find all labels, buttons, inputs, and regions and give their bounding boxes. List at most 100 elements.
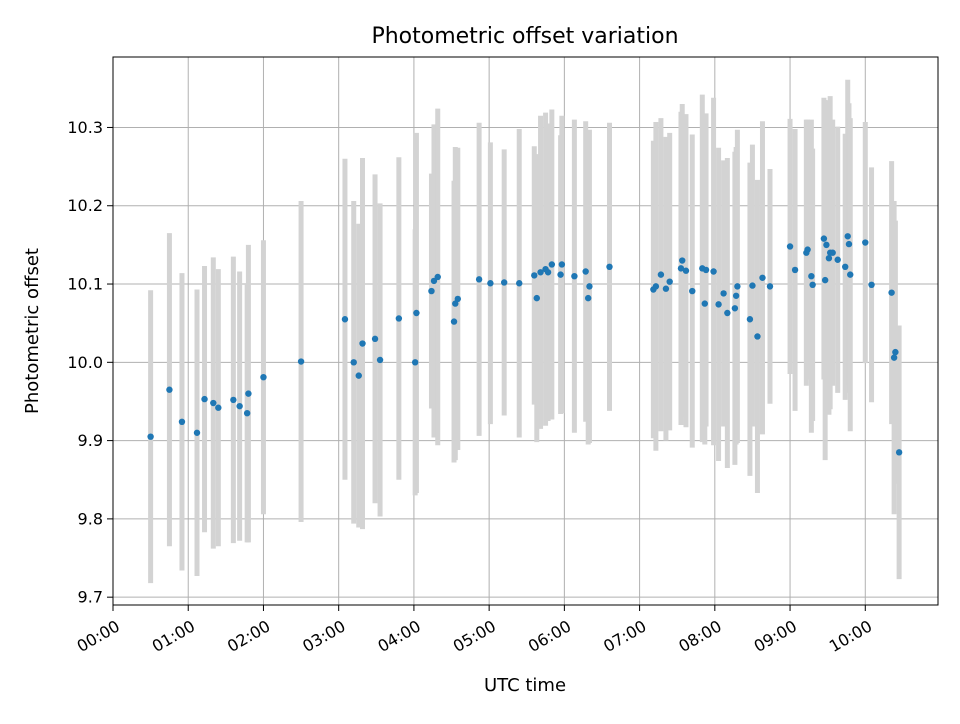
data-point xyxy=(355,372,362,379)
data-point xyxy=(260,373,267,381)
data-point xyxy=(710,268,717,275)
data-point xyxy=(820,235,828,242)
data-point xyxy=(584,294,592,302)
data-point xyxy=(821,276,829,284)
data-point xyxy=(500,279,508,286)
data-point xyxy=(428,287,435,295)
data-point xyxy=(537,269,544,276)
data-point xyxy=(215,404,222,411)
data-point xyxy=(823,241,830,249)
data-point xyxy=(411,359,419,366)
data-point xyxy=(791,266,799,274)
data-point xyxy=(571,273,578,280)
data-point xyxy=(862,239,869,246)
y-axis-label: Photometric offset xyxy=(22,248,43,414)
data-point xyxy=(557,271,564,278)
data-point xyxy=(243,410,251,417)
data-point xyxy=(720,290,727,297)
y-tick-label: 9.8 xyxy=(78,509,103,528)
data-point xyxy=(359,340,366,347)
data-point xyxy=(679,257,686,264)
x-axis-label: UTC time xyxy=(484,675,566,696)
data-point xyxy=(371,335,379,343)
data-point xyxy=(746,316,754,323)
data-point xyxy=(731,305,739,312)
data-point xyxy=(809,281,816,289)
data-point xyxy=(702,266,710,274)
data-point xyxy=(834,256,841,263)
data-point xyxy=(516,280,523,287)
y-tick-label: 10.1 xyxy=(67,275,103,294)
y-tick-label: 10.0 xyxy=(67,353,103,372)
data-point xyxy=(586,283,593,290)
data-point xyxy=(677,265,685,272)
data-point xyxy=(210,399,217,407)
data-point xyxy=(666,278,673,285)
data-point xyxy=(544,269,552,276)
data-point xyxy=(548,261,556,268)
data-point xyxy=(193,429,201,436)
data-point xyxy=(868,281,875,289)
data-point xyxy=(230,396,237,404)
data-point xyxy=(413,309,420,317)
data-point xyxy=(487,280,494,287)
data-point xyxy=(847,271,854,278)
data-point xyxy=(844,233,851,240)
data-point xyxy=(888,289,895,296)
data-point xyxy=(245,390,252,397)
data-point xyxy=(895,449,903,456)
data-point xyxy=(341,316,349,323)
data-point xyxy=(533,294,540,302)
y-tick-label: 10.3 xyxy=(67,118,103,137)
data-point xyxy=(652,283,660,290)
data-point xyxy=(582,268,589,275)
data-point xyxy=(701,300,708,307)
data-point xyxy=(715,301,722,308)
data-point xyxy=(376,356,384,364)
y-tick-label: 10.2 xyxy=(67,196,103,215)
data-point xyxy=(657,271,665,278)
data-point xyxy=(766,283,774,290)
data-point xyxy=(842,263,849,271)
data-point xyxy=(754,333,761,340)
data-point xyxy=(395,315,403,322)
data-point xyxy=(724,309,731,317)
data-point xyxy=(434,273,441,281)
data-point xyxy=(682,267,690,274)
data-point xyxy=(178,418,186,426)
data-point xyxy=(450,318,458,325)
data-point xyxy=(558,261,566,268)
data-point xyxy=(734,283,741,290)
data-point xyxy=(166,386,173,393)
data-point xyxy=(147,433,154,440)
data-point xyxy=(786,243,794,250)
data-point xyxy=(452,300,459,307)
data-point xyxy=(749,282,756,289)
data-point xyxy=(759,274,766,281)
data-points xyxy=(147,233,903,456)
data-point xyxy=(350,359,357,366)
data-point xyxy=(804,246,811,253)
data-point xyxy=(662,285,670,292)
chart-title: Photometric offset variation xyxy=(371,24,678,49)
data-point xyxy=(689,287,696,295)
data-point xyxy=(825,254,833,262)
data-point xyxy=(845,240,853,248)
y-tick-label: 9.9 xyxy=(78,431,103,450)
data-point xyxy=(892,348,899,356)
plot-frame xyxy=(112,56,939,606)
data-point xyxy=(297,358,305,365)
data-point xyxy=(201,395,208,403)
data-point xyxy=(454,295,461,303)
data-point xyxy=(531,272,538,279)
data-point xyxy=(236,402,243,410)
data-point xyxy=(732,292,740,299)
data-point xyxy=(475,276,483,283)
data-point xyxy=(829,249,836,256)
y-tick-label: 9.7 xyxy=(78,588,103,607)
data-point xyxy=(890,354,898,361)
data-point xyxy=(808,273,815,280)
data-point xyxy=(606,263,613,271)
